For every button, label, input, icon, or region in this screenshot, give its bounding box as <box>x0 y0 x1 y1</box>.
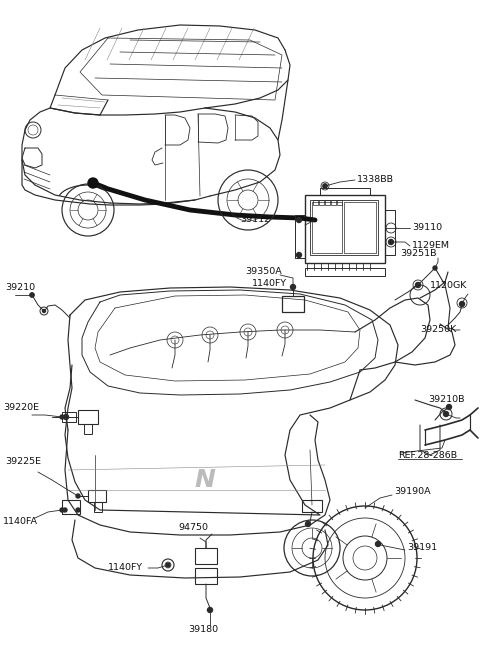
Text: 39210B: 39210B <box>428 396 465 405</box>
Bar <box>312 202 342 253</box>
Circle shape <box>30 293 34 297</box>
Text: 1140FY: 1140FY <box>108 564 143 573</box>
Text: 94750: 94750 <box>178 523 208 533</box>
Bar <box>331 200 336 205</box>
Bar <box>195 568 217 584</box>
Bar <box>88 490 106 502</box>
Bar <box>62 500 80 514</box>
Circle shape <box>305 522 311 527</box>
Circle shape <box>63 415 69 419</box>
Circle shape <box>166 563 170 567</box>
Text: 1129EM: 1129EM <box>412 241 450 251</box>
Circle shape <box>375 541 381 546</box>
Text: 39180: 39180 <box>188 626 218 634</box>
Bar <box>319 200 324 205</box>
Circle shape <box>297 253 301 258</box>
Text: 39250K: 39250K <box>420 325 456 335</box>
Bar <box>282 296 304 312</box>
Circle shape <box>63 508 67 512</box>
Text: REF.28-286B: REF.28-286B <box>398 451 457 459</box>
Bar <box>337 200 342 205</box>
Circle shape <box>76 494 80 498</box>
Circle shape <box>60 415 64 419</box>
Text: 1140FA: 1140FA <box>3 518 38 527</box>
Bar <box>78 410 98 424</box>
Bar <box>305 195 385 263</box>
Circle shape <box>88 178 98 188</box>
Bar <box>325 200 330 205</box>
Circle shape <box>76 508 80 512</box>
Circle shape <box>323 184 327 188</box>
Circle shape <box>388 239 394 245</box>
Circle shape <box>433 266 437 270</box>
Text: 1140FY: 1140FY <box>252 279 287 289</box>
Circle shape <box>446 405 452 409</box>
Bar <box>94 502 102 512</box>
Text: 39225E: 39225E <box>5 457 41 466</box>
Circle shape <box>207 607 213 613</box>
Bar <box>305 268 385 276</box>
Text: 39210: 39210 <box>5 283 35 293</box>
Circle shape <box>323 184 327 188</box>
Circle shape <box>290 285 296 289</box>
Text: 39220E: 39220E <box>3 403 39 413</box>
Bar <box>310 200 378 255</box>
Circle shape <box>459 302 465 306</box>
Circle shape <box>60 508 64 512</box>
Bar <box>195 548 217 564</box>
Text: 39350A: 39350A <box>245 268 282 276</box>
Circle shape <box>43 310 46 312</box>
Text: 39112: 39112 <box>240 216 270 224</box>
Circle shape <box>167 564 169 567</box>
Text: 1338BB: 1338BB <box>357 176 394 184</box>
Bar <box>302 500 322 512</box>
Text: 39191: 39191 <box>407 544 437 552</box>
Text: 39251B: 39251B <box>400 249 436 258</box>
Text: 39110: 39110 <box>412 224 442 232</box>
Circle shape <box>444 411 448 417</box>
Circle shape <box>297 218 301 222</box>
Bar <box>84 424 92 434</box>
Circle shape <box>30 293 34 297</box>
Bar <box>313 200 318 205</box>
Bar <box>344 202 376 253</box>
Bar <box>62 412 76 422</box>
Text: N: N <box>194 468 216 492</box>
Circle shape <box>416 283 420 287</box>
Text: 1120GK: 1120GK <box>430 281 468 289</box>
Text: 39190A: 39190A <box>394 487 431 497</box>
